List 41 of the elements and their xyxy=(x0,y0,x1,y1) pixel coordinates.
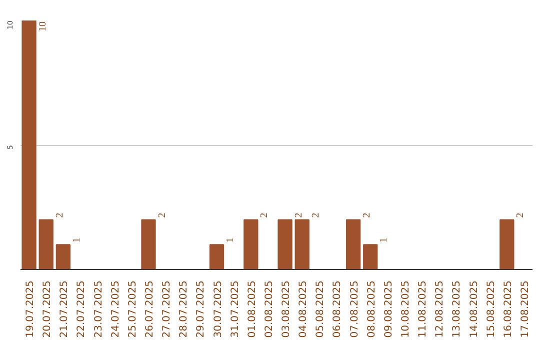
x-tick-label: 15.08.2025 xyxy=(486,280,497,338)
x-tick-label: 20.07.2025 xyxy=(42,280,54,338)
x-tick-label: 21.07.2025 xyxy=(59,280,70,338)
data-label: 1 xyxy=(71,238,82,243)
x-tick-label: 10.08.2025 xyxy=(400,280,412,338)
x-tick-label: 01.08.2025 xyxy=(246,280,258,338)
x-tick-label: 16.08.2025 xyxy=(502,280,514,338)
x-tick-label: 25.07.2025 xyxy=(127,280,138,338)
data-label: 1 xyxy=(225,238,236,243)
x-tick-label: 06.08.2025 xyxy=(332,280,344,338)
x-tick-label: 30.07.2025 xyxy=(212,280,224,338)
x-tick-label: 07.08.2025 xyxy=(349,280,360,338)
x-tick-label: 12.08.2025 xyxy=(434,280,446,338)
x-tick-label: 28.07.2025 xyxy=(178,280,190,338)
x-tick-label: 02.08.2025 xyxy=(264,280,275,338)
data-label: 2 xyxy=(54,212,66,218)
x-tick-label: 27.07.2025 xyxy=(162,280,173,338)
x-tick-label: 04.08.2025 xyxy=(298,280,310,338)
data-label: 1 xyxy=(378,238,390,243)
x-tick-label: 11.08.2025 xyxy=(418,280,429,338)
x-tick-label: 24.07.2025 xyxy=(110,280,122,338)
x-tick-label: 08.08.2025 xyxy=(366,280,378,338)
x-tick-label: 03.08.2025 xyxy=(281,280,292,338)
x-tick-label: 23.07.2025 xyxy=(93,280,104,338)
x-tick-label: 22.07.2025 xyxy=(76,280,88,338)
data-label: 2 xyxy=(259,212,270,218)
data-label: 2 xyxy=(362,212,373,218)
data-label: 2 xyxy=(293,212,304,218)
x-tick-label: 09.08.2025 xyxy=(383,280,394,338)
data-label: 2 xyxy=(515,212,526,218)
x-tick-label: 29.07.2025 xyxy=(196,280,207,338)
data-label: 2 xyxy=(156,212,168,218)
x-tick-label: 17.08.2025 xyxy=(520,280,531,338)
x-tick-label: 19.07.2025 xyxy=(25,280,36,338)
data-label: 2 xyxy=(310,212,322,218)
x-tick-label: 14.08.2025 xyxy=(468,280,480,338)
x-tick-label: 05.08.2025 xyxy=(315,280,326,338)
x-tick-label: 26.07.2025 xyxy=(144,280,156,338)
data-label: 10 xyxy=(37,22,48,32)
x-tick-label: 31.07.2025 xyxy=(230,280,241,338)
x-tick-label: 13.08.2025 xyxy=(452,280,463,338)
